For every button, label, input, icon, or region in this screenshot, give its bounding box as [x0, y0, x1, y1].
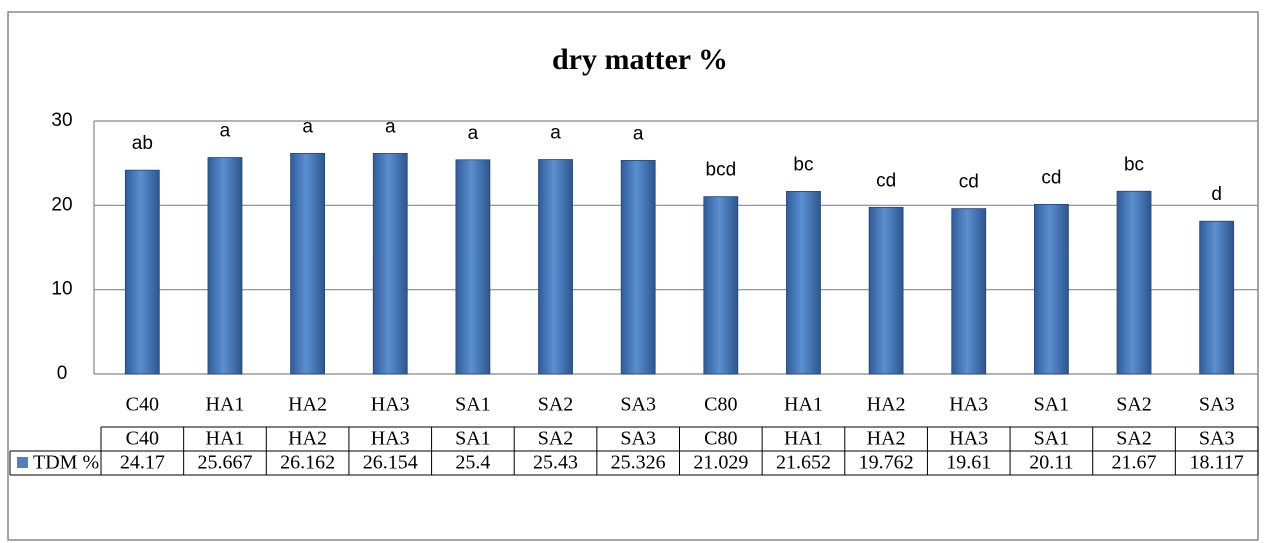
- x-tick-label: C80: [704, 394, 737, 416]
- bar: [372, 153, 408, 375]
- significance-label: a: [302, 116, 313, 137]
- table-value: 24.17: [120, 452, 165, 474]
- x-tick-label: SA1: [1034, 394, 1070, 416]
- table-header: C80: [704, 428, 737, 450]
- significance-label: bc: [793, 154, 813, 175]
- bar: [538, 159, 573, 375]
- table-header: SA1: [455, 428, 491, 450]
- table-value: 26.154: [363, 452, 418, 474]
- x-tick-label: HA2: [867, 394, 906, 416]
- significance-label: cd: [1041, 167, 1061, 188]
- x-tick-label: HA2: [288, 394, 327, 416]
- y-tick-label: 0: [57, 363, 68, 384]
- significance-label: ab: [132, 133, 153, 154]
- table-value: 25.43: [533, 452, 578, 474]
- x-tick-label: SA2: [1116, 394, 1152, 416]
- significance-label: a: [385, 116, 396, 137]
- x-tick-label: SA2: [538, 394, 574, 416]
- significance-label: bcd: [706, 160, 737, 181]
- x-tick-label: HA3: [371, 394, 410, 416]
- legend-swatch: [17, 457, 28, 468]
- table-header: SA3: [1199, 428, 1235, 450]
- bar: [868, 206, 904, 375]
- table-header: SA2: [538, 428, 574, 450]
- significance-label: bc: [1124, 154, 1144, 175]
- table-header: SA1: [1034, 428, 1070, 450]
- table-header: HA1: [206, 428, 245, 450]
- table-header: HA3: [371, 428, 410, 450]
- significance-label: a: [550, 123, 561, 144]
- bar: [786, 191, 821, 375]
- table-value: 26.162: [280, 452, 335, 474]
- significance-label: a: [468, 123, 479, 144]
- table-header: HA2: [867, 428, 906, 450]
- table-value: 21.029: [693, 452, 748, 474]
- x-tick-label: HA3: [949, 394, 988, 416]
- y-tick-label: 10: [51, 279, 72, 300]
- chart-title: dry matter %: [552, 43, 728, 76]
- significance-label: cd: [959, 172, 979, 193]
- table-value: 25.667: [197, 452, 252, 474]
- x-tick-label: SA1: [455, 394, 491, 416]
- table-value: 21.652: [776, 452, 831, 474]
- bar: [290, 152, 326, 375]
- y-tick-label: 30: [51, 110, 72, 131]
- table-value: 25.4: [455, 452, 490, 474]
- significance-label: a: [220, 121, 231, 142]
- table-header: SA2: [1116, 428, 1152, 450]
- bar: [951, 208, 987, 375]
- legend-label: TDM %: [33, 452, 99, 474]
- x-tick-label: SA3: [1199, 394, 1235, 416]
- bar: [207, 157, 243, 375]
- x-tick-label: HA1: [784, 394, 823, 416]
- bar: [703, 196, 739, 375]
- bar: [1116, 190, 1152, 375]
- bar: [124, 169, 160, 375]
- x-tick-label: HA1: [206, 394, 245, 416]
- significance-label: cd: [876, 170, 896, 191]
- bar: [620, 160, 656, 375]
- table-value: 19.762: [859, 452, 914, 474]
- significance-label: a: [633, 123, 644, 144]
- table-value: 18.117: [1190, 452, 1244, 474]
- x-tick-label: SA3: [620, 394, 656, 416]
- table-header: HA2: [288, 428, 327, 450]
- table-header: C40: [126, 428, 159, 450]
- table-value: 19.61: [946, 452, 991, 474]
- bar: [455, 159, 491, 375]
- table-value: 25.326: [611, 452, 666, 474]
- table-value: 20.11: [1029, 452, 1073, 474]
- table-value: 21.67: [1112, 452, 1157, 474]
- bar: [1199, 220, 1235, 375]
- bar: [1033, 204, 1069, 375]
- table-header: HA3: [949, 428, 988, 450]
- x-tick-label: C40: [126, 394, 159, 416]
- table-header: SA3: [620, 428, 656, 450]
- significance-label: d: [1211, 184, 1222, 205]
- table-header: HA1: [784, 428, 823, 450]
- y-tick-label: 20: [51, 194, 72, 215]
